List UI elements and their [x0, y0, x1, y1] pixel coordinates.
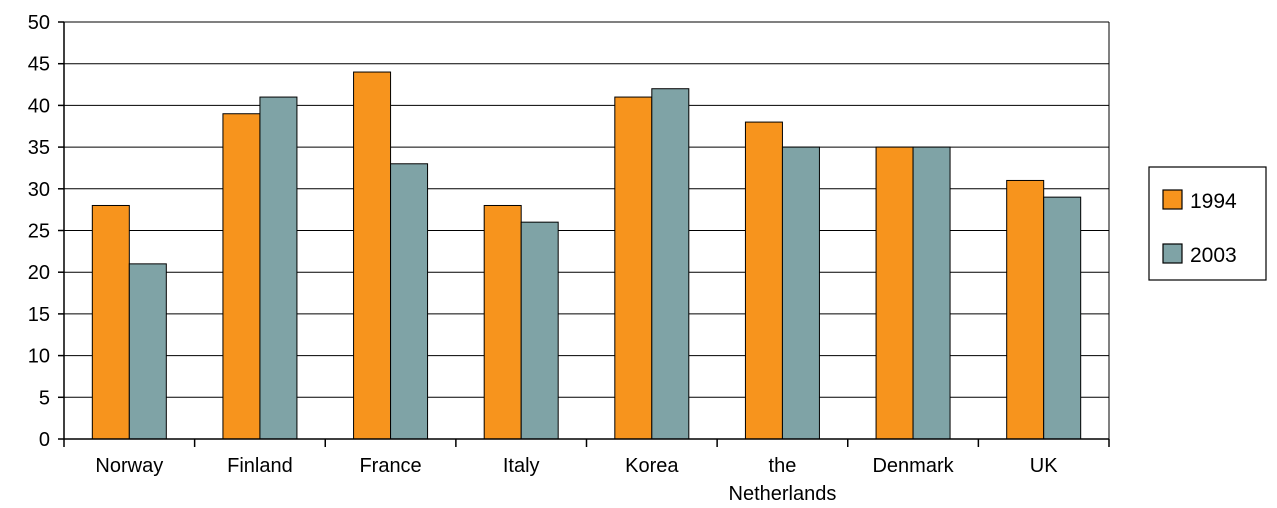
bar-2003-denmark	[912, 146, 951, 440]
bar-1994-norway	[91, 204, 130, 440]
x-tick-label: France	[359, 455, 421, 477]
y-tick-label-35: 35	[28, 137, 50, 159]
legend-swatch-1994	[1162, 189, 1183, 210]
y-tick-label-40: 40	[28, 95, 50, 117]
bar-1994-italy	[483, 204, 522, 440]
bar-2003-norway	[128, 263, 167, 440]
x-tick-labels: Norway Finland France Italy Korea the Netherla…	[95, 455, 1058, 505]
bar-1994-the-netherlands	[744, 121, 783, 440]
bar-2003-finland	[259, 96, 298, 440]
bar-2003-italy	[520, 221, 559, 440]
bar-2003-france	[390, 163, 429, 440]
y-tick-label-30: 30	[28, 179, 50, 201]
x-tick-label: Denmark	[872, 455, 954, 477]
x-tick-label: Netherlands	[729, 483, 837, 505]
x-tick-label: Norway	[95, 455, 163, 477]
legend-label-1994: 1994	[1190, 190, 1237, 213]
x-tick-label: UK	[1030, 455, 1058, 477]
y-tick-label-0: 0	[39, 429, 50, 451]
legend-label-2003: 2003	[1190, 244, 1237, 267]
x-tick-label: Finland	[227, 455, 293, 477]
legend-swatch-2003	[1162, 243, 1183, 264]
bar-1994-korea	[614, 96, 653, 440]
x-tick-label: Italy	[503, 455, 540, 477]
bars	[91, 71, 1082, 440]
x-tick-label: the	[769, 455, 797, 477]
gridlines	[64, 21, 1109, 398]
x-tick-label: Korea	[625, 455, 679, 477]
bar-2003-uk	[1043, 196, 1082, 440]
bar-2003-korea	[651, 88, 690, 440]
bar-1994-uk	[1006, 179, 1045, 440]
bar-2003-the-netherlands	[781, 146, 820, 440]
y-tick-label-5: 5	[39, 387, 50, 409]
bar-1994-france	[353, 71, 392, 440]
y-tick-label-50: 50	[28, 12, 50, 34]
y-tick-labels: 0 5 10 15 20 25 30 35 40 45 50	[28, 12, 50, 451]
y-tick-label-25: 25	[28, 221, 50, 243]
legend: 1994 2003	[1148, 166, 1267, 281]
bar-1994-denmark	[875, 146, 914, 440]
y-tick-label-15: 15	[28, 304, 50, 326]
axes	[58, 21, 1110, 447]
y-tick-label-10: 10	[28, 346, 50, 368]
bar-1994-finland	[222, 113, 261, 440]
y-tick-label-45: 45	[28, 54, 50, 76]
y-tick-label-20: 20	[28, 262, 50, 284]
